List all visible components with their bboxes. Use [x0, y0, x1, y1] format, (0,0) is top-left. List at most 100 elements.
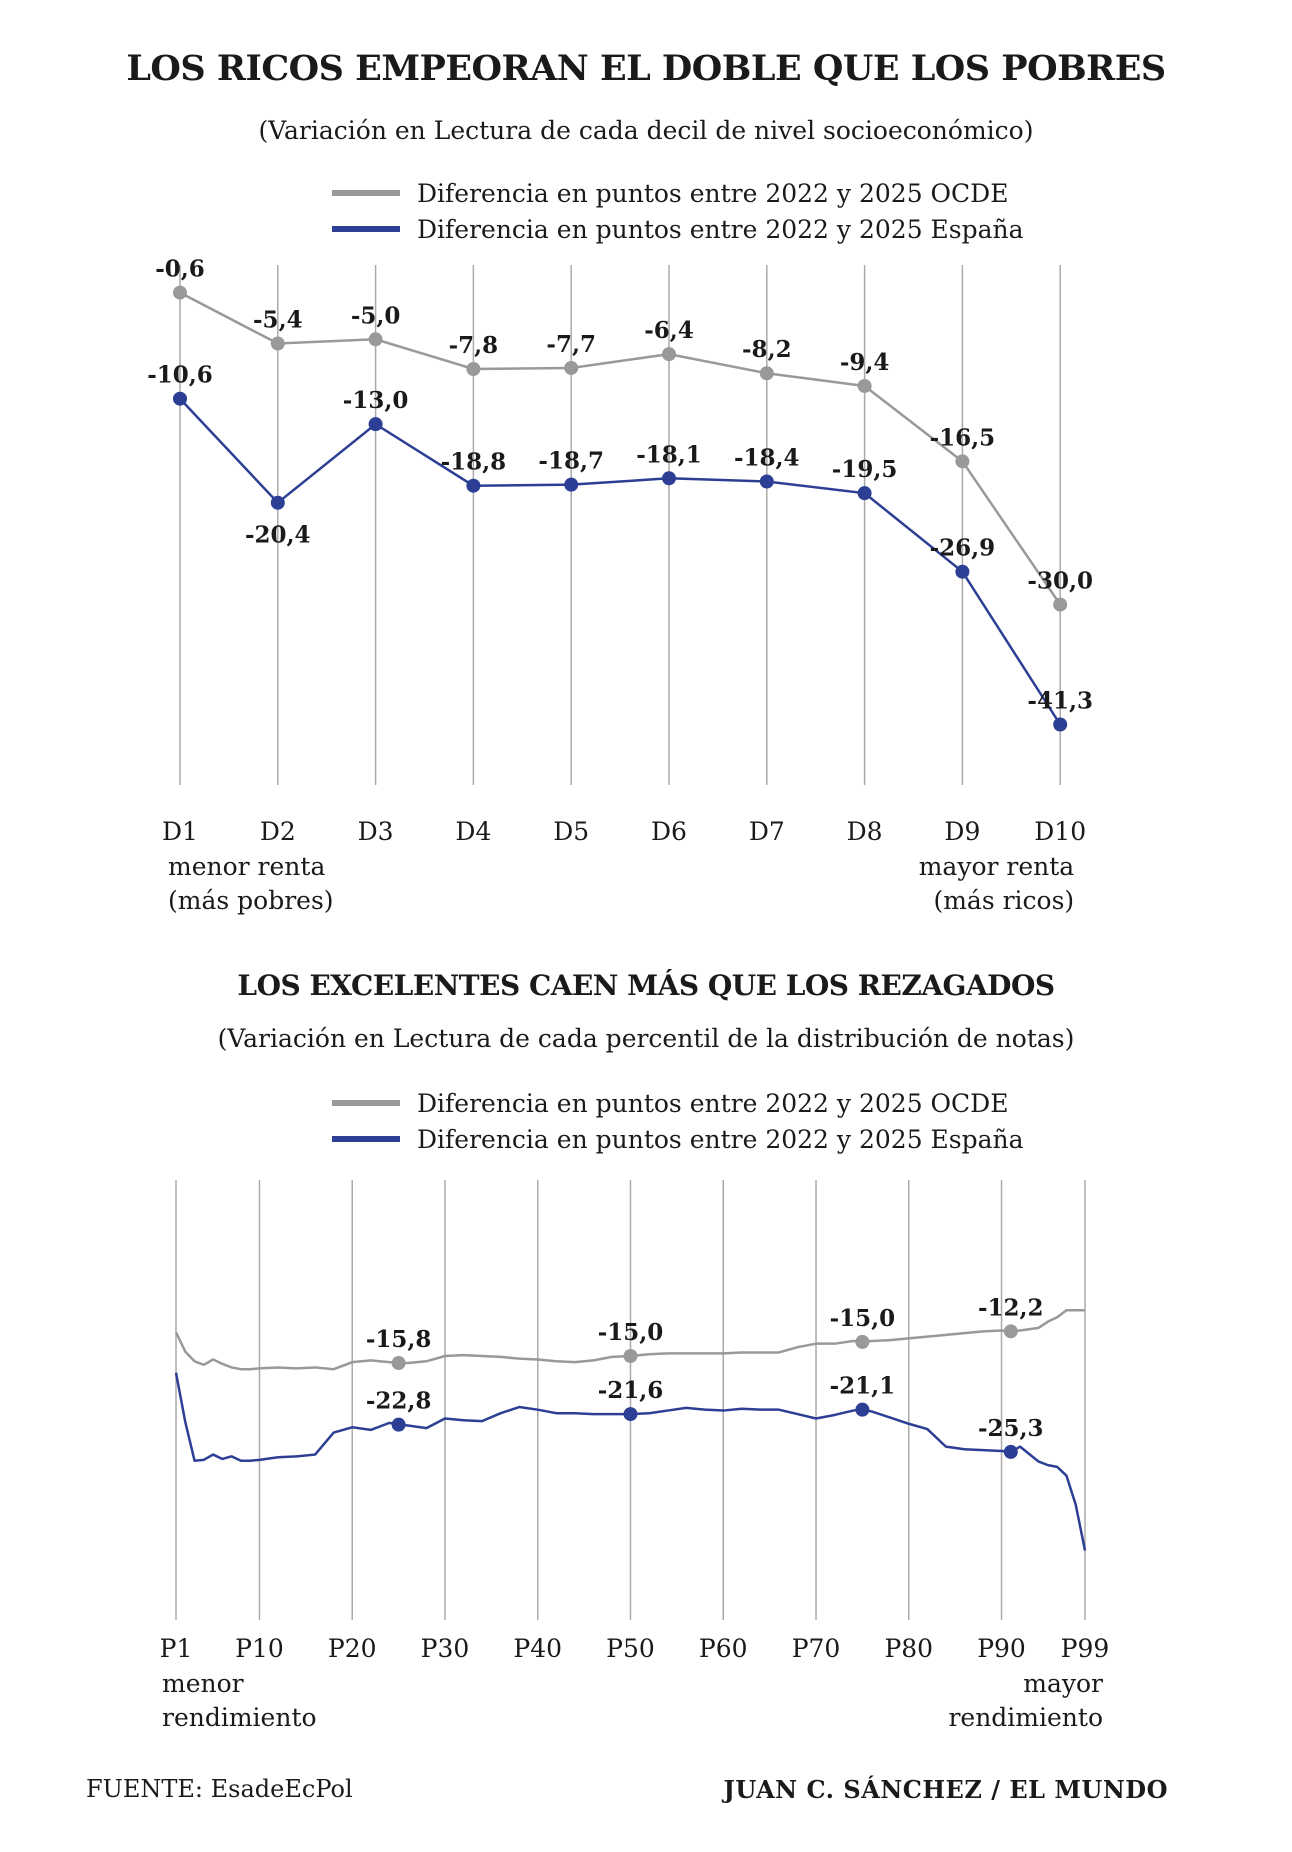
data-label-ocde: -6,4	[644, 317, 694, 344]
legend-label-espana: Diferencia en puntos entre 2022 y 2025 E…	[417, 214, 1024, 244]
legend-label-ocde: Diferencia en puntos entre 2022 y 2025 O…	[417, 1088, 1009, 1118]
data-point-ocde	[623, 1349, 638, 1363]
data-point-ocde	[564, 360, 579, 375]
x-tick-label: D10	[1034, 817, 1086, 846]
data-point-espana	[1003, 1444, 1018, 1459]
data-label-espana: -18,7	[538, 448, 604, 475]
x-tick-label: P60	[699, 1634, 748, 1663]
data-point-ocde	[955, 454, 970, 469]
x-tick-label: D7	[749, 817, 785, 846]
x-tick-label: P10	[235, 1634, 284, 1663]
data-label-espana: -18,4	[734, 444, 800, 471]
x-tick-label: P40	[513, 1634, 562, 1663]
series-line-espana	[179, 397, 1062, 726]
data-point-espana	[955, 564, 970, 579]
data-label-ocde: -7,8	[449, 332, 499, 359]
data-point-ocde	[1053, 597, 1068, 612]
x-tick-label: D1	[162, 817, 198, 846]
legend-item-ocde: Diferencia en puntos entre 2022 y 2025 O…	[332, 175, 1024, 211]
data-point-ocde	[662, 347, 676, 362]
series-line-ocde	[174, 1308, 1085, 1371]
x-tick-label: D5	[553, 817, 589, 846]
legend-swatch-espana	[332, 1136, 400, 1142]
x-tick-label: D4	[455, 817, 491, 846]
data-label-ocde: -12,2	[978, 1294, 1044, 1321]
data-label-ocde: -7,7	[546, 331, 596, 358]
data-point-ocde	[759, 366, 774, 381]
data-label-ocde: -30,0	[1027, 568, 1093, 595]
data-point-ocde	[466, 362, 481, 376]
data-point-espana	[1053, 717, 1068, 732]
data-label-ocde: -15,0	[598, 1319, 664, 1346]
x-tick-label: D3	[358, 817, 394, 846]
data-point-espana	[564, 477, 579, 492]
data-label-ocde: -16,5	[930, 424, 996, 451]
legend-item-espana: Diferencia en puntos entre 2022 y 2025 E…	[332, 1121, 1024, 1157]
data-label-ocde: -15,8	[366, 1326, 432, 1353]
data-point-espana	[466, 478, 481, 493]
x-tick-label: P1	[160, 1634, 193, 1663]
legend-label-espana: Diferencia en puntos entre 2022 y 2025 E…	[417, 1124, 1024, 1154]
legend-label-ocde: Diferencia en puntos entre 2022 y 2025 O…	[417, 178, 1009, 208]
data-label-espana: -18,8	[441, 449, 507, 476]
legend-item-espana: Diferencia en puntos entre 2022 y 2025 E…	[332, 211, 1024, 247]
x-sublabel: (más ricos)	[933, 886, 1074, 915]
data-point-espana	[857, 486, 872, 501]
x-tick-label: D6	[651, 817, 687, 846]
x-tick-label: D2	[260, 817, 296, 846]
data-point-espana	[662, 471, 676, 486]
x-tick-label: P99	[1061, 1634, 1110, 1663]
data-label-espana: -10,6	[147, 362, 213, 389]
source-note: FUENTE: EsadeEcPol	[86, 1775, 353, 1803]
series-line-ocde	[179, 291, 1062, 606]
chart1-subtitle: (Variación en Lectura de cada decil de n…	[258, 116, 1034, 145]
data-label-espana: -26,9	[930, 535, 996, 562]
data-label-espana: -13,0	[343, 387, 409, 414]
chart2-subtitle: (Variación en Lectura de cada percentil …	[217, 1024, 1075, 1053]
data-point-ocde	[391, 1356, 406, 1371]
data-label-espana: -41,3	[1027, 688, 1093, 715]
data-point-espana	[368, 417, 383, 432]
data-point-ocde	[855, 1334, 870, 1349]
author-credit: JUAN C. SÁNCHEZ / EL MUNDO	[723, 1775, 1168, 1804]
data-point-ocde	[1003, 1324, 1018, 1339]
chart2-legend: Diferencia en puntos entre 2022 y 2025 O…	[332, 1085, 1024, 1157]
chart1-legend: Diferencia en puntos entre 2022 y 2025 O…	[332, 175, 1024, 247]
data-label-ocde: -5,4	[253, 307, 303, 334]
chart2-title: LOS EXCELENTES CAEN MÁS QUE LOS REZAGADO…	[237, 969, 1055, 1002]
data-label-espana: -22,8	[366, 1388, 432, 1415]
x-tick-label: D8	[847, 817, 883, 846]
legend-swatch-ocde	[332, 190, 400, 196]
data-label-espana: -18,1	[636, 441, 702, 468]
x-sublabel: (más pobres)	[168, 886, 334, 915]
data-point-espana	[270, 495, 285, 510]
data-point-espana	[623, 1407, 638, 1422]
x-tick-label: P30	[421, 1634, 470, 1663]
x-tick-label: P20	[328, 1634, 377, 1663]
data-point-espana	[173, 391, 187, 406]
data-label-espana: -21,6	[598, 1377, 664, 1404]
data-label-ocde: -15,0	[830, 1305, 896, 1332]
legend-swatch-espana	[332, 226, 400, 232]
x-sublabel: rendimiento	[948, 1703, 1103, 1732]
data-label-espana: -20,4	[245, 522, 311, 549]
data-label-espana: -21,1	[830, 1373, 896, 1400]
data-label-espana: -25,3	[978, 1415, 1044, 1442]
data-label-ocde: -9,4	[840, 349, 890, 376]
series-line-espana	[174, 1372, 1087, 1551]
data-point-espana	[759, 474, 774, 489]
legend-swatch-ocde	[332, 1100, 400, 1106]
data-point-espana	[855, 1402, 870, 1417]
x-sublabel: menor renta	[168, 852, 325, 881]
data-point-ocde	[270, 336, 285, 351]
data-point-ocde	[173, 285, 187, 300]
x-sublabel: rendimiento	[162, 1703, 317, 1732]
data-label-ocde: -8,2	[742, 336, 792, 363]
x-sublabel: mayor renta	[919, 852, 1075, 881]
x-tick-label: D9	[944, 817, 980, 846]
data-point-ocde	[857, 378, 872, 393]
data-point-espana	[391, 1417, 406, 1432]
x-tick-label: P70	[792, 1634, 841, 1663]
data-label-ocde: -5,0	[351, 302, 401, 329]
x-tick-label: P80	[884, 1634, 933, 1663]
